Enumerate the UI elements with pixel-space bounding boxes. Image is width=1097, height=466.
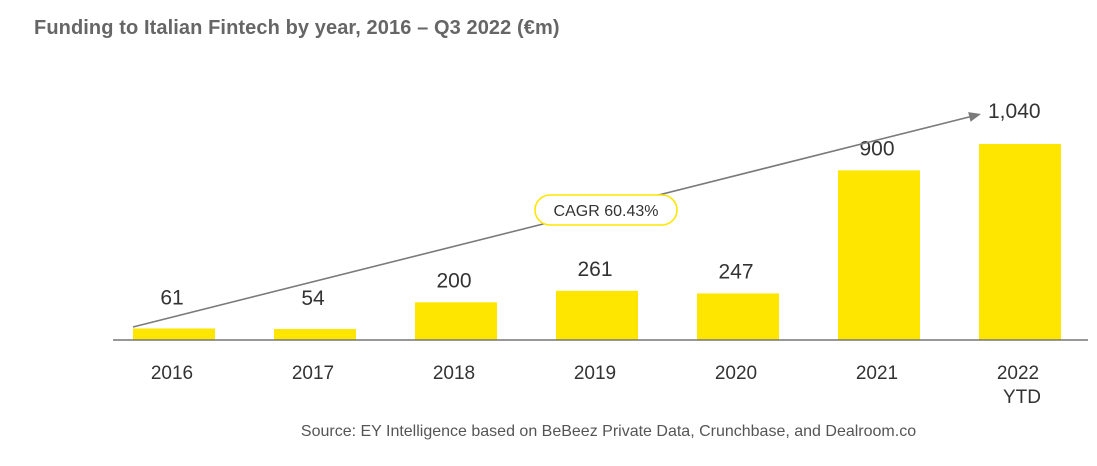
x-tick-label-2017: 2017 [292, 363, 334, 384]
cagr-annotation-text: CAGR 60.43% [554, 203, 659, 220]
value-label-2022: 1,040 [988, 100, 1041, 123]
bar-2017 [274, 329, 356, 340]
value-label-2018: 200 [436, 269, 471, 292]
bar-2018 [415, 302, 497, 340]
x-tick-label-2019: 2019 [574, 363, 616, 384]
x-tick-label-2018: 2018 [433, 363, 475, 384]
x-tick-sublabel-2022: YTD [1003, 387, 1041, 408]
bar-2020 [697, 293, 779, 340]
x-tick-label-2016: 2016 [151, 363, 193, 384]
value-label-2020: 247 [718, 260, 753, 283]
bar-2016 [133, 328, 215, 340]
x-tick-label-2022: 2022 [997, 363, 1039, 384]
cagr-arrowhead-icon [968, 112, 981, 122]
chart-title: Funding to Italian Fintech by year, 2016… [34, 17, 560, 39]
bar-2019 [556, 290, 638, 340]
x-tick-label-2021: 2021 [856, 363, 898, 384]
x-tick-label-2020: 2020 [715, 363, 757, 384]
value-label-2017: 54 [301, 287, 325, 310]
value-label-2016: 61 [160, 287, 183, 310]
cagr-annotation-box [534, 194, 678, 226]
value-label-2019: 261 [577, 258, 612, 281]
bar-2021 [838, 170, 920, 340]
bar-2022 [979, 143, 1061, 340]
source-note: Source: EY Intelligence based on BeBeez … [300, 423, 917, 440]
